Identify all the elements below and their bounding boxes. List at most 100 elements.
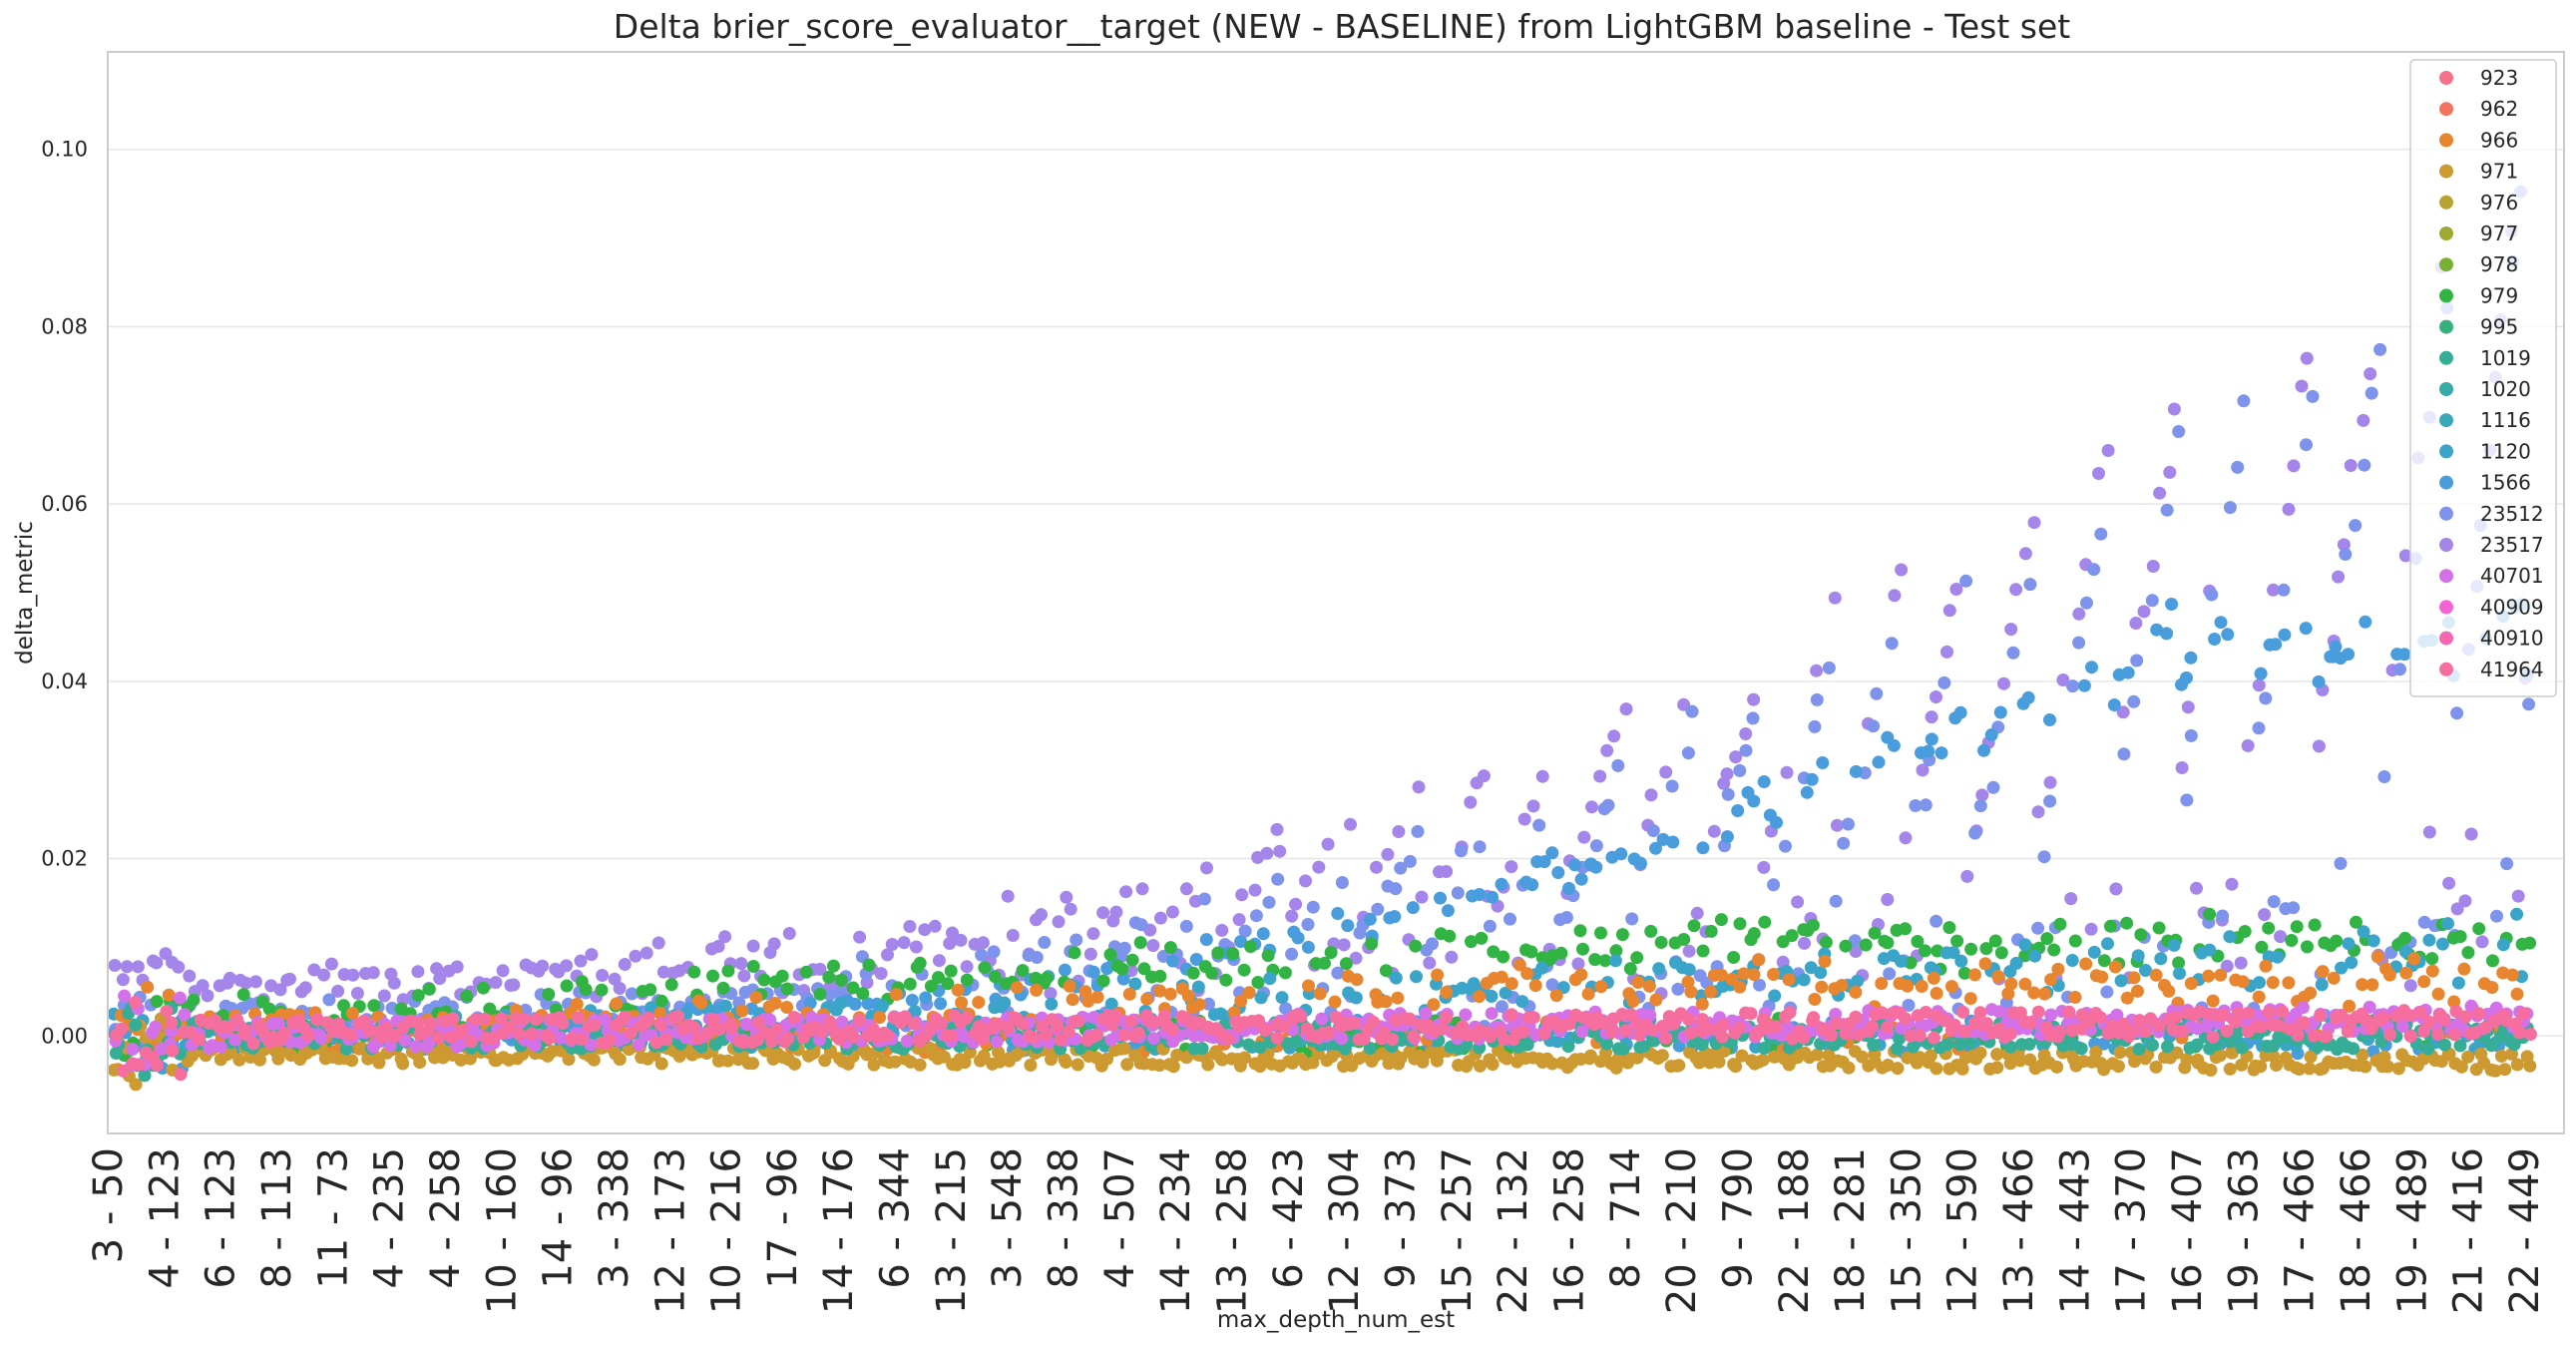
legend-marker <box>2439 288 2453 303</box>
data-point <box>1953 705 1967 719</box>
data-point <box>782 927 796 940</box>
data-point <box>1277 1020 1291 1034</box>
data-point <box>2053 1025 2067 1039</box>
data-point <box>1791 895 1805 909</box>
data-point <box>1363 912 1377 926</box>
data-point <box>2162 984 2176 998</box>
data-point <box>2300 351 2314 365</box>
data-point <box>1486 1058 1500 1072</box>
data-point <box>1895 954 1908 968</box>
data-point <box>1526 1011 1540 1025</box>
data-point <box>1211 946 1225 960</box>
data-point <box>867 1058 881 1072</box>
data-point <box>2223 930 2237 944</box>
x-tick-label: 3 - 338 <box>592 1147 638 1289</box>
data-point <box>1426 937 1439 951</box>
data-point <box>1729 750 1743 764</box>
data-point <box>1549 989 1563 1003</box>
data-point <box>977 1049 991 1063</box>
data-point <box>2403 979 2417 993</box>
data-point <box>2505 968 2519 982</box>
data-point <box>1248 883 1262 897</box>
data-point <box>2304 986 2318 1000</box>
data-point <box>972 996 986 1009</box>
data-point <box>2277 583 2291 597</box>
data-point <box>1152 1059 1166 1073</box>
x-tick-label: 9 - 790 <box>1715 1147 1761 1289</box>
data-point <box>1747 692 1761 706</box>
data-point <box>2349 519 2362 533</box>
data-point <box>1363 1042 1377 1055</box>
data-point <box>1609 944 1623 958</box>
data-point <box>424 1017 438 1031</box>
data-point <box>1242 986 1256 1000</box>
data-point <box>625 987 639 1001</box>
x-tick-label: 22 - 132 <box>1491 1147 1536 1314</box>
data-point <box>2066 679 2079 693</box>
data-point <box>1365 937 1379 951</box>
data-point <box>1475 931 1489 945</box>
data-point <box>2345 956 2359 970</box>
data-point <box>1153 969 1167 983</box>
legend-label: 1020 <box>2480 377 2531 401</box>
data-point <box>2064 892 2078 906</box>
data-point <box>2500 857 2514 871</box>
data-point <box>554 1031 568 1045</box>
legend-marker <box>2439 569 2453 584</box>
data-point <box>2299 622 2313 636</box>
data-point <box>1937 675 1951 689</box>
data-point <box>1949 583 1963 596</box>
data-point <box>2160 503 2174 517</box>
data-point <box>536 959 550 973</box>
data-point <box>2304 1050 2318 1064</box>
data-point <box>1747 968 1761 982</box>
legend-label: 1019 <box>2480 346 2531 370</box>
data-point <box>1394 861 1408 875</box>
data-point <box>1867 719 1881 733</box>
data-point <box>1445 950 1459 964</box>
data-point <box>651 936 665 950</box>
data-point <box>2237 394 2251 408</box>
data-point <box>1487 945 1501 959</box>
data-point <box>2024 1016 2038 1030</box>
data-point <box>2137 605 2151 619</box>
data-point <box>1559 911 1573 924</box>
data-point <box>1498 1033 1510 1047</box>
data-point <box>2175 761 2189 774</box>
y-tick-label: 0.08 <box>41 314 88 338</box>
data-point <box>1893 1032 1907 1046</box>
data-point <box>1054 1033 1068 1047</box>
data-point <box>2044 973 2058 987</box>
data-point <box>1904 1029 1918 1043</box>
data-point <box>2344 459 2358 472</box>
data-point <box>2329 640 2343 654</box>
data-point <box>642 1011 655 1025</box>
data-point <box>1957 966 1971 980</box>
data-point <box>2009 956 2023 970</box>
data-point <box>2184 728 2198 742</box>
data-point <box>115 1022 129 1036</box>
data-point <box>618 958 632 971</box>
data-point <box>579 983 593 997</box>
data-point <box>919 991 933 1005</box>
data-point <box>1006 929 1020 942</box>
x-tick-label: 4 - 123 <box>142 1147 188 1289</box>
data-point <box>787 1011 801 1025</box>
data-point <box>1767 878 1781 892</box>
legend-marker <box>2439 319 2453 334</box>
data-point <box>1517 812 1531 826</box>
data-point <box>150 1059 164 1073</box>
data-point <box>2359 1060 2372 1074</box>
data-point <box>1955 1062 1969 1076</box>
data-point <box>972 1020 986 1034</box>
data-point <box>116 973 130 987</box>
data-point <box>749 991 763 1005</box>
data-point <box>1381 847 1395 861</box>
data-point <box>1237 963 1251 977</box>
legend-label: 1566 <box>2480 471 2531 495</box>
data-point <box>1642 979 1656 993</box>
data-point <box>945 1029 958 1043</box>
data-point <box>1441 904 1455 918</box>
data-point <box>1386 1033 1400 1047</box>
data-point <box>1377 1026 1391 1040</box>
